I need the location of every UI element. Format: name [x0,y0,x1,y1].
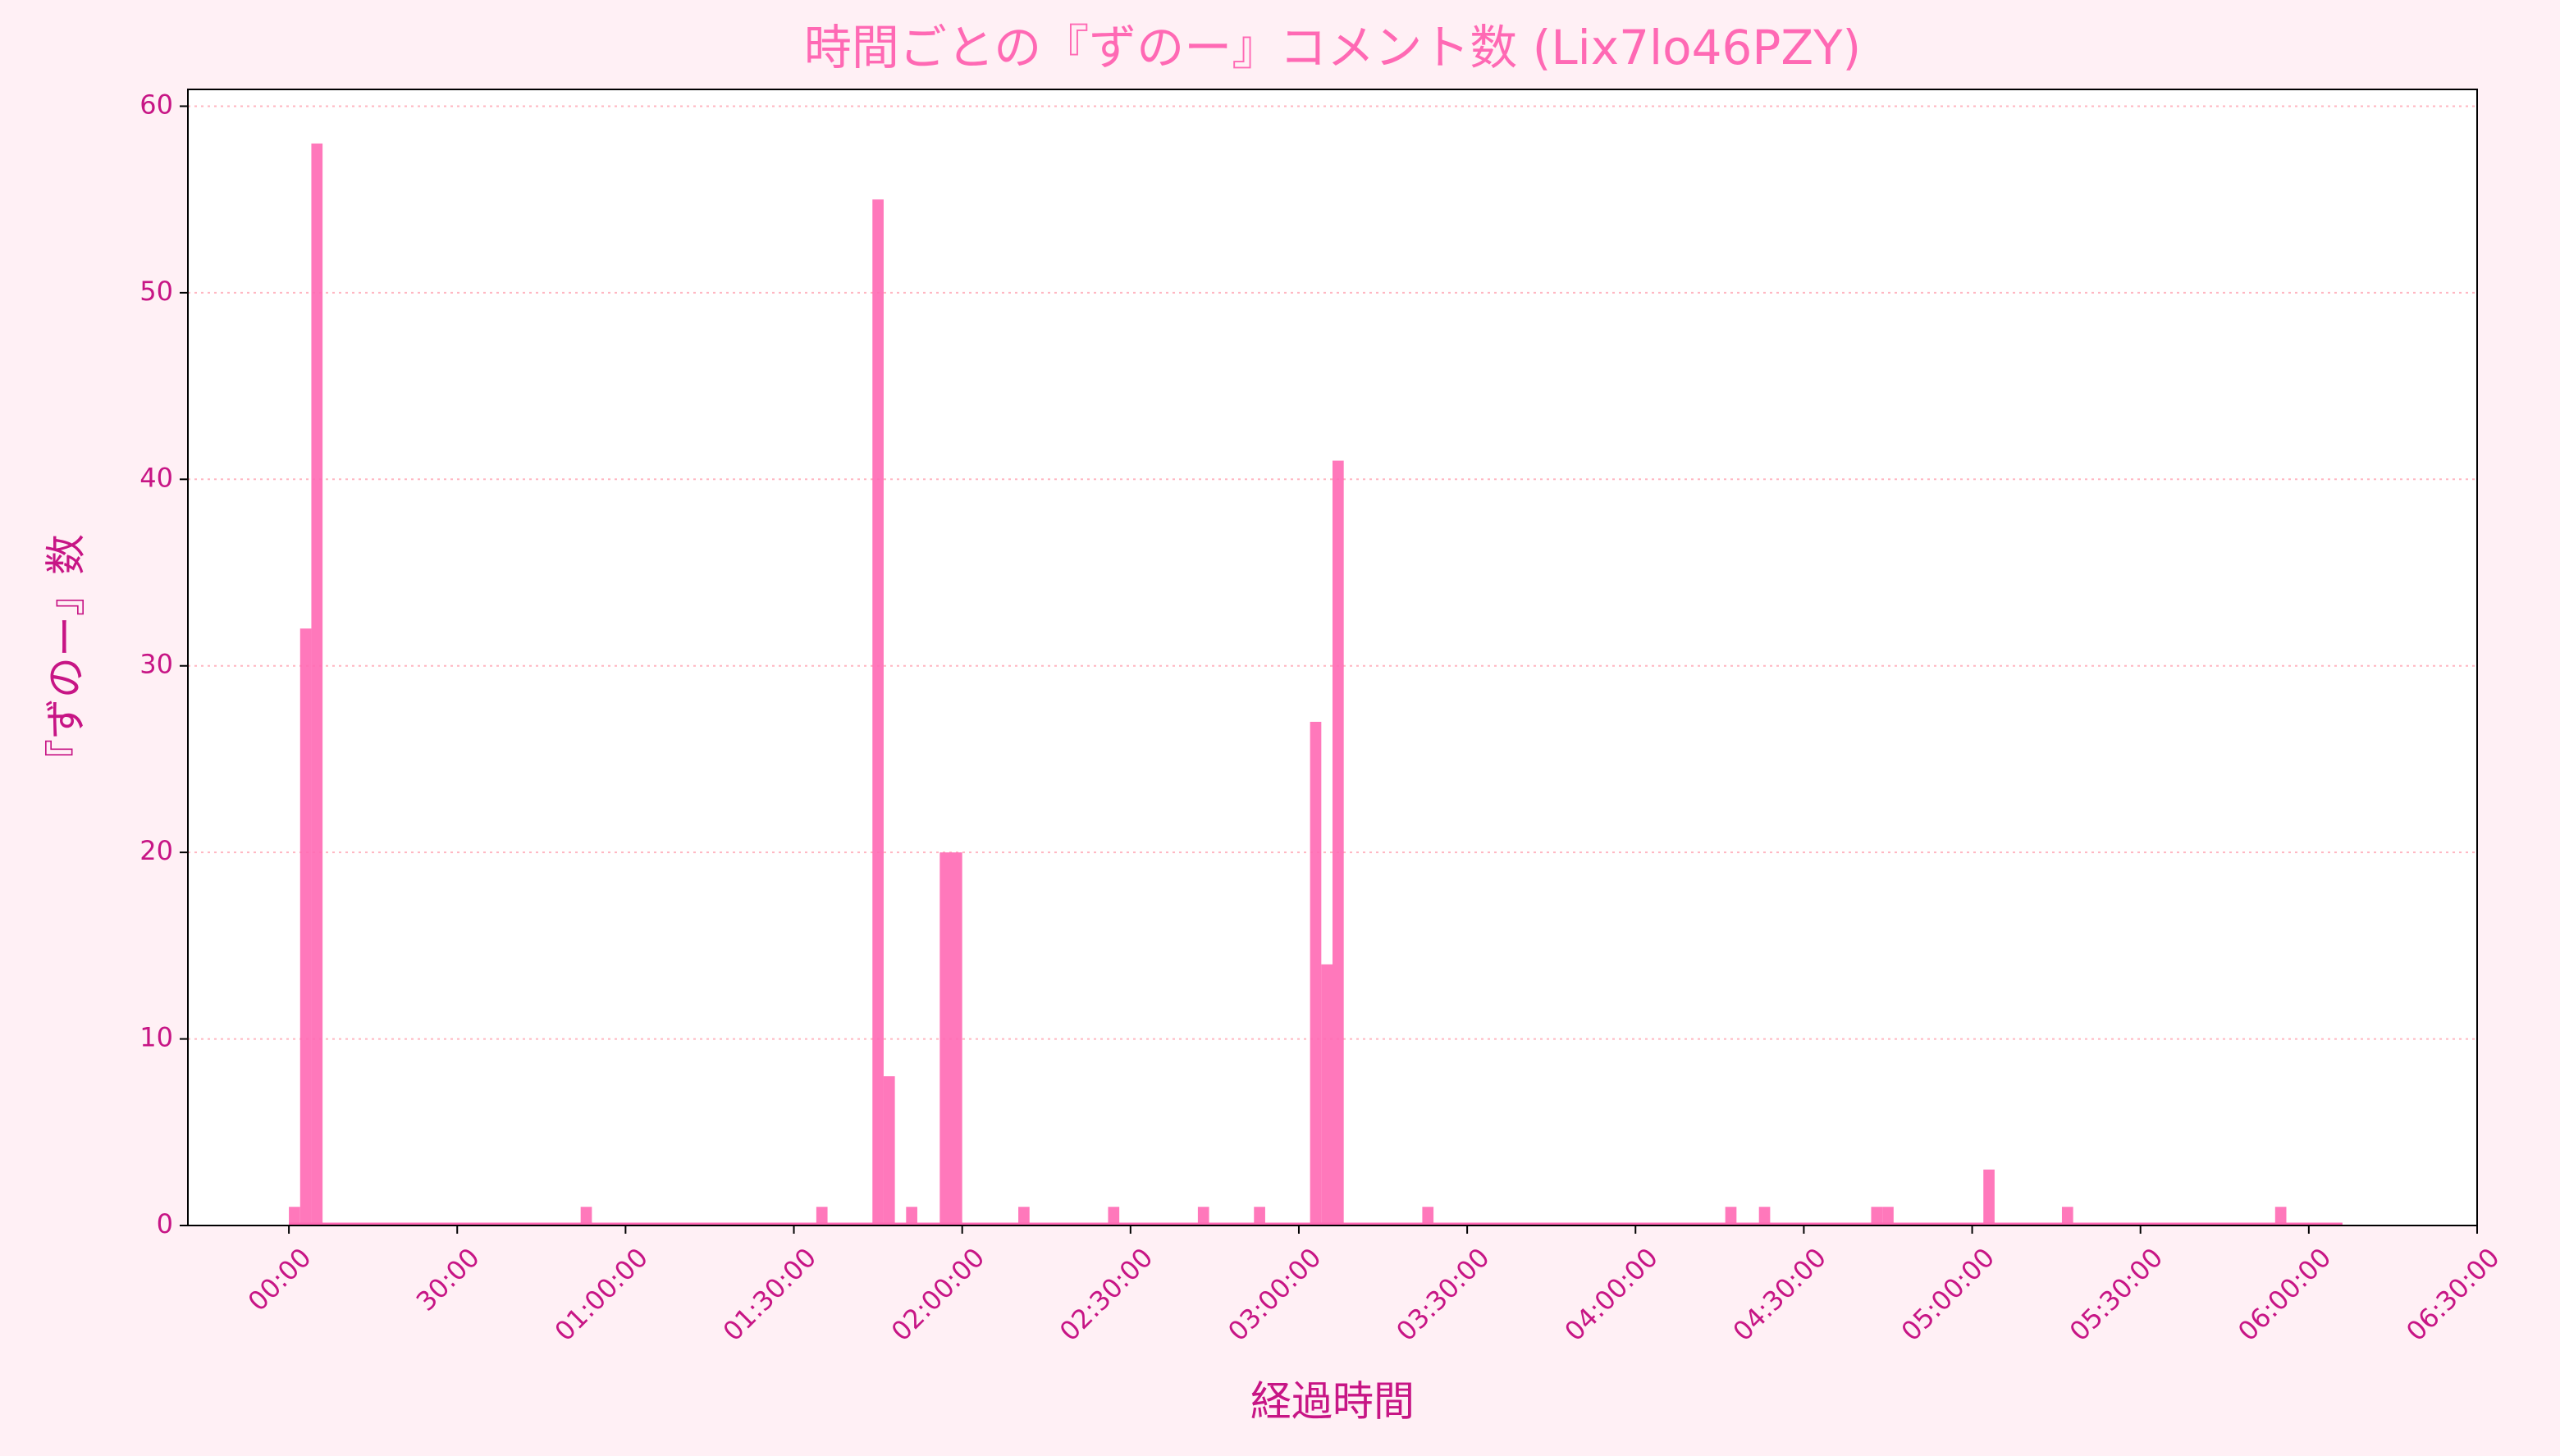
bar [1018,1207,1030,1226]
bar [1422,1207,1434,1226]
y-axis-label: 『ずのー』数 [43,534,90,780]
y-tick-label: 20 [139,835,173,866]
y-tick-label: 0 [157,1208,173,1239]
bar [1197,1207,1209,1226]
bar [1333,460,1344,1226]
bar [1310,721,1322,1226]
bar [1254,1207,1265,1226]
bar [580,1207,592,1226]
y-tick-label: 40 [139,462,173,493]
y-tick-label: 60 [139,89,173,120]
bar [1108,1207,1120,1226]
bar [906,1207,917,1226]
y-tick-label: 50 [139,276,173,307]
bar [951,852,962,1226]
bar [311,143,323,1226]
bar [1321,964,1333,1226]
bar [872,199,884,1226]
bar [299,628,312,1226]
bar [1725,1207,1737,1226]
bar [883,1076,895,1226]
y-tick-label: 30 [139,649,173,680]
bar [1882,1207,1894,1226]
bar [2274,1207,2287,1226]
bar [1758,1207,1771,1226]
plot-frame [187,89,2478,1226]
chart-title: 時間ごとの『ずのー』コメント数 (Lix7lo46PZY) [804,20,1861,75]
x-axis-label: 経過時間 [1250,1378,1415,1426]
bar [816,1207,828,1226]
bar [2061,1207,2073,1226]
bar [1983,1169,1995,1226]
y-tick-label: 10 [139,1022,173,1053]
bar [1871,1207,1883,1226]
bar [939,852,951,1226]
bar [289,1207,300,1226]
